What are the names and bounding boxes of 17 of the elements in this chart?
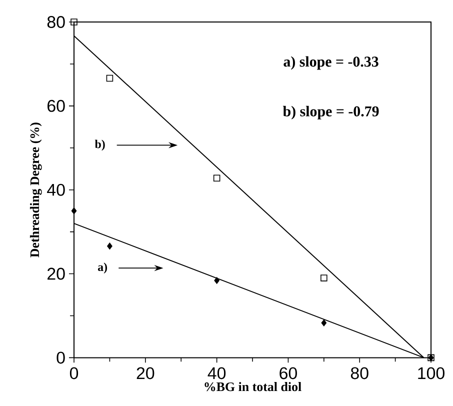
x-tick-label: 20 (136, 367, 154, 380)
x-tick-label: 80 (350, 367, 368, 380)
annotation: a) slope = -0.33 (284, 56, 378, 70)
y-axis-title: Dethreading Degree (%) (30, 122, 42, 258)
x-tick-label: 60 (280, 367, 297, 380)
y-tick-label: 80 (47, 16, 65, 28)
y-tick-label: 60 (48, 100, 65, 112)
x-tick-label: 100 (418, 367, 444, 380)
x-tick-label: 40 (208, 367, 226, 380)
annotation: b) (94, 140, 105, 151)
y-tick-label: 40 (47, 184, 65, 196)
annotation: a) (98, 262, 108, 274)
y-tick-label: 20 (48, 268, 65, 280)
x-tick-label: 0 (70, 367, 78, 380)
y-tick-label: 0 (56, 352, 65, 364)
annotation: b) slope = -0.79 (282, 106, 379, 120)
x-axis-title: %BG in total diol (204, 382, 302, 392)
